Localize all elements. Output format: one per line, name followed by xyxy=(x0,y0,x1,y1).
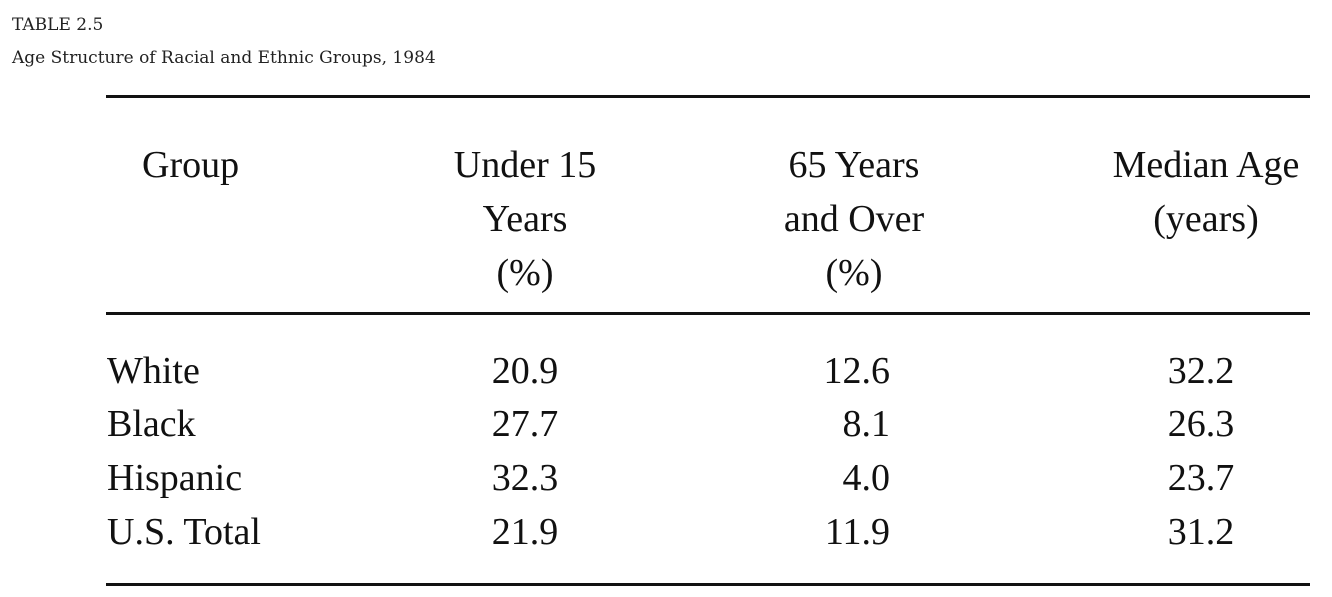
cell-median-age: 26.3 xyxy=(1167,403,1235,445)
table-row: Hispanic 32.3 4.0 23.7 xyxy=(0,459,1332,513)
cell-median-age: 23.7 xyxy=(1167,457,1235,499)
header-65-and-over-line: and Over xyxy=(783,198,925,240)
header-group-line: Group xyxy=(142,144,240,186)
cell-under-15: 21.9 xyxy=(491,511,559,553)
cell-65-and-over: 4.0 xyxy=(842,457,891,499)
cell-65-and-over: 12.6 xyxy=(823,350,891,392)
cell-median-age: 32.2 xyxy=(1167,350,1235,392)
cell-under-15: 27.7 xyxy=(491,403,559,445)
header-65-and-over-line: (%) xyxy=(825,252,883,294)
table-top-rule xyxy=(106,95,1310,98)
cell-under-15: 32.3 xyxy=(491,457,559,499)
header-65-and-over-line: 65 Years xyxy=(788,144,920,186)
table-label: TABLE 2.5 xyxy=(12,15,104,35)
table-row: White 20.9 12.6 32.2 xyxy=(0,352,1332,406)
cell-group: U.S. Total xyxy=(107,511,261,553)
cell-group: Hispanic xyxy=(107,457,243,499)
header-median-age-line: Median Age xyxy=(1112,144,1300,186)
cell-under-15: 20.9 xyxy=(491,350,559,392)
header-under-15-line: Under 15 xyxy=(453,144,597,186)
table-row: U.S. Total 21.9 11.9 31.2 xyxy=(0,513,1332,567)
cell-median-age: 31.2 xyxy=(1167,511,1235,553)
header-65-and-over: 65 Years and Over (%) xyxy=(754,138,954,300)
table-row: Black 27.7 8.1 26.3 xyxy=(0,405,1332,459)
cell-65-and-over: 11.9 xyxy=(824,511,890,553)
header-under-15: Under 15 Years (%) xyxy=(425,138,625,300)
cell-group: Black xyxy=(107,403,196,445)
header-under-15-line: Years xyxy=(482,198,568,240)
table-header-rule xyxy=(106,312,1310,315)
cell-65-and-over: 8.1 xyxy=(842,403,891,445)
header-median-age: Median Age (years) xyxy=(1100,138,1312,246)
cell-group: White xyxy=(107,350,200,392)
header-median-age-line: (years) xyxy=(1153,198,1259,240)
header-group: Group xyxy=(106,138,312,192)
header-under-15-line: (%) xyxy=(496,252,554,294)
table-bottom-rule xyxy=(106,583,1310,586)
table-title: Age Structure of Racial and Ethnic Group… xyxy=(12,48,436,68)
